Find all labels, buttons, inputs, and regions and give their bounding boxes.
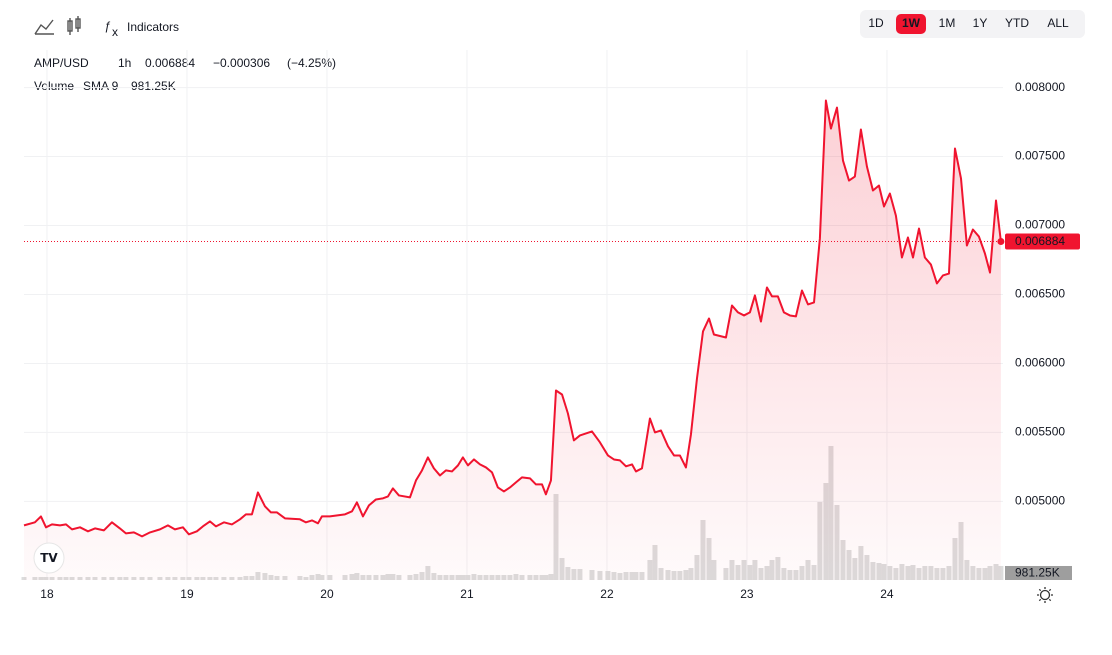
volume-badge — [1005, 565, 1072, 580]
x-tick-label: 23 — [740, 587, 754, 601]
y-tick-label: 0.005500 — [1015, 425, 1065, 439]
range-button[interactable]: 1W — [902, 16, 921, 30]
range-button[interactable]: 1D — [868, 16, 884, 30]
range-button[interactable]: 1Y — [973, 16, 988, 30]
price-change-percent: (−4.25%) — [287, 56, 336, 70]
last-price-badge — [1005, 233, 1080, 250]
volume-legend: Volume — [34, 79, 74, 93]
x-tick-label: 19 — [180, 587, 194, 601]
y-tick-label: 0.006500 — [1015, 287, 1065, 301]
fx-icon-sub: x — [112, 25, 118, 39]
x-tick-label: 21 — [460, 587, 474, 601]
candle-icon-wicks — [69, 16, 79, 35]
last-price-badge-text: 0.006884 — [1015, 234, 1065, 248]
range-button[interactable]: YTD — [1005, 16, 1029, 30]
x-tick-label: 22 — [600, 587, 614, 601]
y-tick-label: 0.007500 — [1015, 149, 1065, 163]
symbol-title: AMP/USD — [34, 56, 89, 70]
logo-text: 𝗧𝗩 — [40, 551, 58, 565]
price-change: −0.000306 — [213, 56, 270, 70]
y-tick-label: 0.008000 — [1015, 80, 1065, 94]
range-active-bg — [896, 14, 926, 34]
volume-indicator: SMA 9 — [83, 79, 119, 93]
last-price-dot — [997, 238, 1005, 246]
price-line — [23, 99, 1002, 538]
fx-icon[interactable]: ƒ — [104, 19, 111, 33]
y-tick-label: 0.006000 — [1015, 356, 1065, 370]
y-tick-label: 0.005000 — [1015, 494, 1065, 508]
area-chart-icon[interactable] — [34, 19, 54, 35]
logo[interactable] — [33, 542, 65, 574]
settings-icon-ring — [1039, 589, 1051, 601]
toolbar-icons — [34, 16, 81, 35]
last-price: 0.006884 — [145, 56, 195, 70]
price-area — [24, 100, 1001, 581]
x-tick-label: 18 — [40, 587, 54, 601]
y-tick-label: 0.007000 — [1015, 218, 1065, 232]
settings-icon-teeth — [1037, 587, 1053, 603]
plot — [21, 50, 1004, 581]
x-tick-label: 20 — [320, 587, 334, 601]
range-button[interactable]: 1M — [939, 16, 956, 30]
interval: 1h — [118, 56, 131, 70]
range-button[interactable]: ALL — [1047, 16, 1069, 30]
volume-badge-text: 981.25K — [1015, 566, 1060, 580]
x-tick-label: 24 — [880, 587, 894, 601]
settings-icon[interactable] — [1037, 587, 1053, 603]
indicators-button[interactable]: Indicators — [127, 20, 179, 34]
volume-last: 981.25K — [131, 79, 176, 93]
